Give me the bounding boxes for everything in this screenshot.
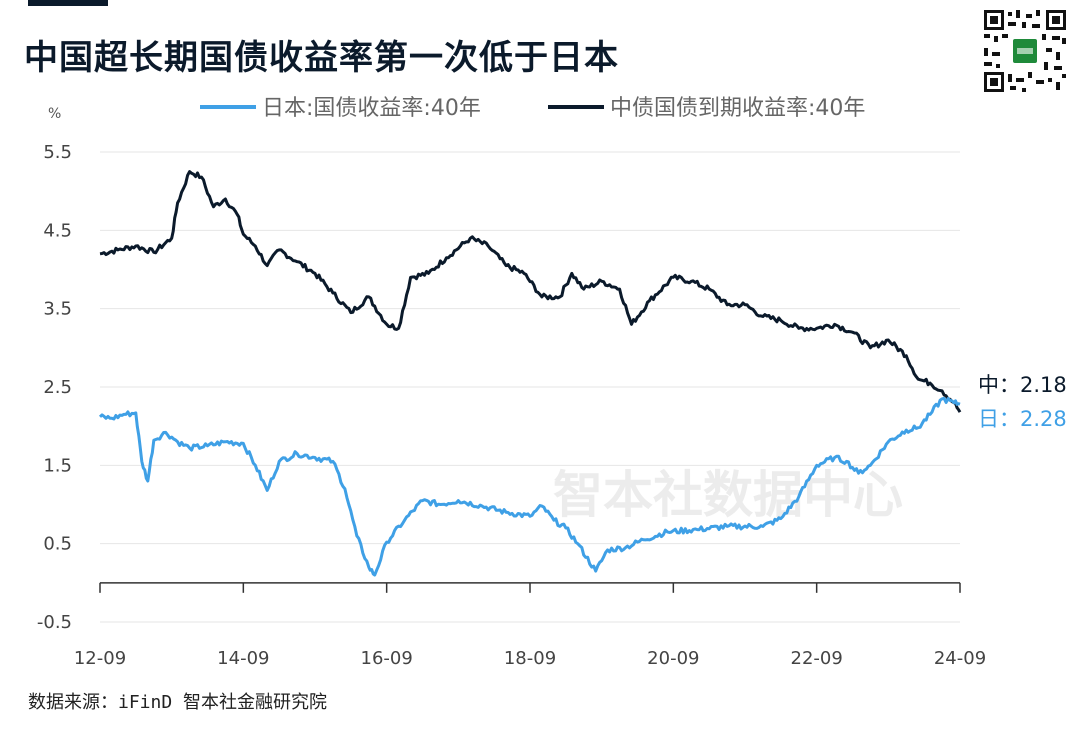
x-tick-label: 14-09	[217, 648, 269, 669]
y-axis-unit: %	[48, 106, 61, 122]
end-label-japan: 日：2.28	[978, 407, 1067, 431]
x-tick-label: 16-09	[361, 648, 413, 669]
y-tick-label: -0.5	[37, 612, 72, 633]
legend-label: 中债国债到期收益率:40年	[610, 96, 865, 121]
y-tick-label: 1.5	[43, 455, 72, 476]
series-line	[98, 396, 961, 577]
x-tick-label: 12-09	[74, 648, 126, 669]
y-tick-label: 2.5	[43, 377, 72, 398]
x-tick-label: 24-09	[934, 648, 986, 669]
legend-label: 日本:国债收益率:40年	[262, 96, 481, 121]
y-tick-label: 0.5	[43, 534, 72, 555]
y-tick-label: 3.5	[43, 299, 72, 320]
y-tick-label: 4.5	[43, 220, 72, 241]
series-line	[99, 170, 962, 413]
page-title: 中国超长期国债收益率第一次低于日本	[24, 38, 619, 78]
x-tick-label: 20-09	[647, 648, 699, 669]
watermark-text: 智本社数据中心	[553, 466, 903, 524]
data-source-note: 数据来源：iFinD 智本社金融研究院	[28, 692, 328, 713]
y-tick-label: 5.5	[43, 142, 72, 163]
x-tick-label: 22-09	[791, 648, 843, 669]
x-tick-label: 18-09	[504, 648, 556, 669]
top-accent-bar	[28, 0, 108, 6]
end-label-china: 中：2.18	[978, 373, 1067, 397]
qr-code-icon	[982, 8, 1068, 94]
